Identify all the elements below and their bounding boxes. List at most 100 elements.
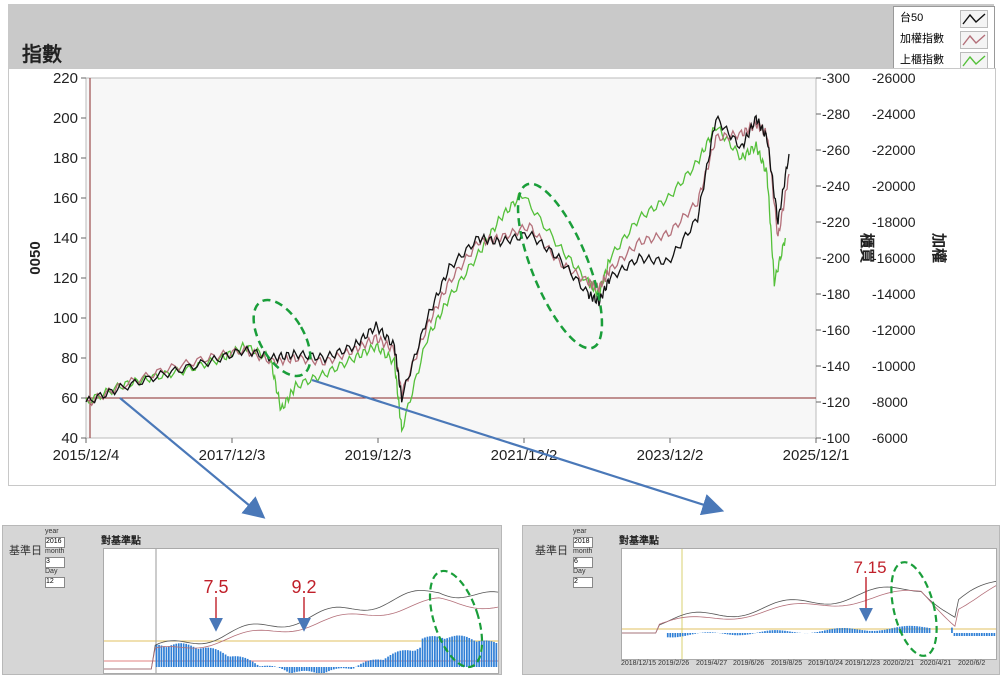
y-right-outer-tick-label: -22000 [872, 142, 916, 158]
sub-bar [871, 631, 873, 633]
subchart-title: 對基準點 [619, 532, 659, 547]
sub-bar [747, 633, 749, 635]
sub-bar [225, 655, 227, 668]
sub-bar [682, 633, 684, 636]
subchart-right-svg: 7.15 [622, 549, 996, 659]
y-left-tick-label: 180 [53, 150, 78, 167]
sub-bar [709, 632, 711, 633]
year-field[interactable]: 2016 [45, 537, 65, 548]
sub-bar [851, 629, 853, 633]
sub-bar [869, 631, 871, 633]
sub-bar [874, 631, 876, 633]
sub-bar [764, 631, 766, 633]
sub-bar [336, 667, 338, 669]
y-right-outer-tick-label: -6000 [872, 430, 908, 446]
sub-bar [264, 666, 266, 667]
day-field[interactable]: 2 [573, 577, 593, 588]
sub-bar [422, 639, 424, 668]
sub-bar [704, 632, 706, 633]
sub-bar [839, 628, 841, 633]
year-label: year [573, 528, 587, 535]
sub-bar [889, 629, 891, 633]
year-field[interactable]: 2018 [573, 537, 593, 548]
sub-bar [284, 667, 286, 670]
y-left-tick-label: 80 [61, 350, 78, 367]
subchart-title: 對基準點 [101, 532, 141, 547]
x-tick-label: 2017/12/3 [199, 447, 266, 464]
sub-bar [461, 636, 463, 667]
sub-bar [674, 633, 676, 637]
subchart-left-plot: 7.5 9.2 [103, 548, 499, 674]
sub-bar [951, 628, 953, 633]
subchart-x-tick-label: 2019/10/24 [808, 660, 843, 667]
sub-bar [904, 626, 906, 633]
x-tick-label: 2015/12/4 [53, 447, 120, 464]
sub-bar [195, 648, 197, 667]
sub-bar [884, 630, 886, 633]
subchart-x-tick-label: 2020/6/2 [958, 660, 985, 667]
sub-bar [742, 633, 744, 635]
sub-bar [782, 631, 784, 634]
sub-bar [926, 628, 928, 633]
sub-bar [207, 648, 209, 667]
annotation-value: 7.15 [853, 558, 886, 577]
month-label: month [573, 548, 592, 555]
sub-bar [829, 629, 831, 633]
sub-bar [203, 648, 205, 667]
y-right-outer-tick-label: -14000 [872, 286, 916, 302]
sub-bar [377, 660, 379, 668]
subchart-x-tick-label: 2019/4/27 [696, 660, 727, 667]
sub-bar [227, 656, 229, 667]
sub-bar [198, 649, 200, 667]
sub-bar [921, 627, 923, 633]
y-right-inner-tick-label: -240 [822, 178, 850, 194]
sub-bar [971, 633, 973, 636]
sub-bar [749, 633, 751, 634]
sub-bar [417, 649, 419, 667]
subchart-right-highlight [883, 558, 945, 659]
sub-bar [876, 631, 878, 633]
day-field[interactable]: 12 [45, 577, 65, 588]
y-right-inner-tick-label: -100 [822, 430, 850, 446]
sub-bar [769, 630, 771, 633]
sub-bar [822, 631, 824, 633]
sub-bar [326, 667, 328, 672]
sub-bar [242, 657, 244, 667]
sub-bar [308, 667, 310, 671]
sub-bar [827, 630, 829, 633]
annotation-value: 9.2 [291, 577, 316, 597]
sub-bar [414, 651, 416, 667]
sub-bar [419, 648, 421, 667]
sub-bar [451, 637, 453, 668]
y-right-inner-tick-label: -220 [822, 214, 850, 230]
sub-bar [254, 663, 256, 667]
sub-bar [466, 637, 468, 667]
sub-bar [777, 630, 779, 633]
sub-bar [476, 642, 478, 667]
sub-bar [924, 627, 926, 633]
month-field[interactable]: 6 [573, 557, 593, 568]
sub-bar [984, 633, 986, 636]
sub-bar [210, 648, 212, 667]
y-right-outer-tick-label: -16000 [872, 250, 916, 266]
sub-bar [824, 630, 826, 633]
month-field[interactable]: 3 [45, 557, 65, 568]
sub-bar [929, 628, 931, 633]
sub-bar [370, 660, 372, 667]
sub-bar [306, 667, 308, 671]
subchart-x-tick-label: 2018/12/15 [621, 660, 656, 667]
sub-bar [407, 650, 409, 667]
sub-bar [779, 630, 781, 633]
sub-bar [173, 644, 175, 667]
sub-bar [412, 651, 414, 667]
sub-bar [363, 663, 365, 667]
sub-bar [483, 641, 485, 668]
sub-bar [959, 633, 961, 636]
sub-bar [387, 657, 389, 667]
y-right-inner-tick-label: -180 [822, 286, 850, 302]
base-date-label: 基準日 [535, 542, 568, 558]
subchart-x-tick-label: 2019/2/26 [658, 660, 689, 667]
sub-bar [974, 633, 976, 636]
sub-bar [473, 641, 475, 668]
sub-bar [481, 641, 483, 667]
